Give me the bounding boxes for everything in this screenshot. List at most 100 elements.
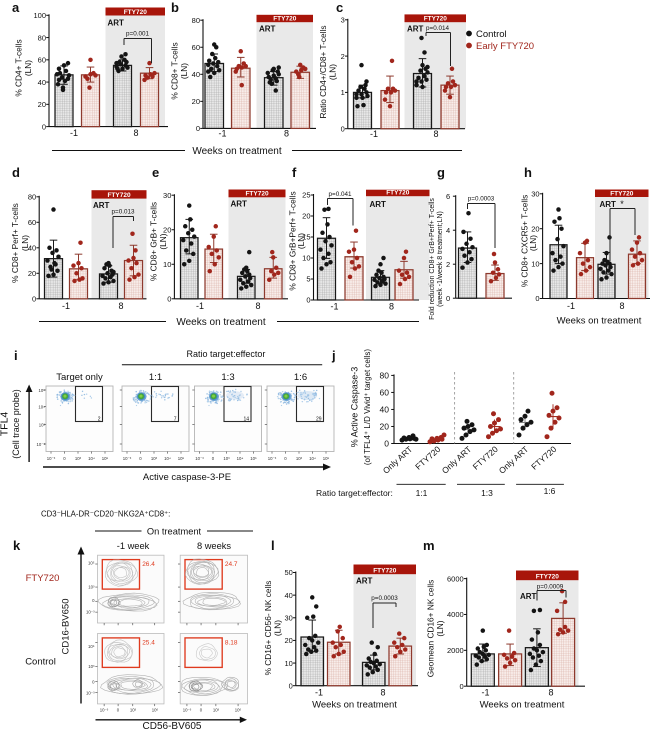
- svg-text:0: 0: [139, 456, 142, 461]
- svg-text:10⁻³: 10⁻³: [37, 442, 46, 447]
- svg-text:0: 0: [63, 456, 66, 461]
- svg-text:2000: 2000: [447, 646, 464, 655]
- svg-text:-1: -1: [481, 688, 489, 698]
- svg-text:80: 80: [192, 16, 200, 25]
- svg-text:25: 25: [302, 191, 310, 200]
- svg-text:24.7: 24.7: [225, 561, 238, 568]
- svg-text:0: 0: [196, 124, 200, 133]
- svg-text:0: 0: [167, 295, 171, 304]
- svg-text:p=0.014: p=0.014: [426, 25, 449, 32]
- svg-text:0: 0: [341, 124, 345, 133]
- svg-text:20: 20: [284, 636, 292, 645]
- svg-text:26.4: 26.4: [142, 561, 155, 568]
- svg-text:8: 8: [389, 302, 394, 312]
- svg-text:CD16-BV650: CD16-BV650: [61, 599, 72, 655]
- svg-text:l: l: [271, 538, 275, 553]
- svg-text:FTY720: FTY720: [386, 190, 410, 197]
- svg-text:p=0.0009: p=0.0009: [537, 584, 564, 591]
- svg-text:10⁴: 10⁴: [38, 405, 45, 410]
- svg-text:1:3: 1:3: [481, 488, 493, 498]
- svg-text:10⁵: 10⁵: [178, 456, 185, 461]
- svg-text:(of TFL4⁺ L/D Vivid⁺ target ce: (of TFL4⁺ L/D Vivid⁺ target cells): [363, 349, 372, 466]
- svg-text:j: j: [331, 348, 336, 363]
- svg-text:g: g: [437, 165, 445, 180]
- svg-text:40: 40: [284, 591, 292, 600]
- svg-text:80: 80: [28, 193, 36, 202]
- svg-text:0: 0: [284, 456, 287, 461]
- svg-text:Weeks on treatment: Weeks on treatment: [192, 146, 282, 157]
- svg-text:-1: -1: [567, 301, 575, 311]
- svg-text:0: 0: [117, 708, 120, 713]
- svg-text:(week -1/week 8 treatment;LN): (week -1/week 8 treatment;LN): [437, 211, 444, 307]
- svg-text:(LN): (LN): [328, 64, 338, 80]
- svg-text:(Cell trace probe): (Cell trace probe): [11, 389, 21, 459]
- svg-text:-1: -1: [70, 128, 78, 138]
- svg-text:30: 30: [531, 190, 539, 199]
- svg-text:0: 0: [92, 598, 95, 603]
- svg-text:FTY720: FTY720: [273, 16, 297, 23]
- svg-text:Weeks on treatment: Weeks on treatment: [312, 700, 397, 711]
- svg-text:(LN): (LN): [20, 235, 30, 251]
- svg-text:ART: ART: [93, 201, 110, 210]
- svg-text:h: h: [524, 165, 532, 180]
- svg-text:% Active Caspase-3: % Active Caspase-3: [350, 367, 360, 448]
- svg-text:8: 8: [380, 688, 385, 698]
- svg-text:2: 2: [98, 416, 101, 422]
- svg-text:FTY720: FTY720: [107, 192, 131, 199]
- svg-text:-1: -1: [62, 301, 70, 311]
- svg-text:(LN): (LN): [528, 235, 538, 251]
- svg-text:% CD4+ T-cells: % CD4+ T-cells: [14, 39, 24, 96]
- svg-text:8: 8: [133, 128, 138, 138]
- svg-text:10³: 10³: [88, 664, 95, 669]
- svg-text:14: 14: [243, 416, 249, 422]
- svg-text:Control: Control: [476, 29, 507, 40]
- svg-text:60: 60: [38, 56, 46, 65]
- svg-text:10⁻³: 10⁻³: [100, 708, 109, 713]
- svg-text:20: 20: [380, 421, 390, 431]
- svg-text:40: 40: [28, 244, 36, 253]
- svg-text:FTY720: FTY720: [26, 573, 60, 584]
- svg-text:10⁶: 10⁶: [235, 708, 242, 713]
- svg-text:10³: 10³: [296, 456, 303, 461]
- svg-text:10: 10: [163, 260, 171, 269]
- svg-text:20: 20: [28, 269, 36, 278]
- svg-text:e: e: [152, 165, 159, 180]
- svg-text:On treatment: On treatment: [147, 527, 202, 537]
- svg-text:(LN): (LN): [273, 620, 283, 636]
- svg-text:% CD8+ CXCR5+ T-cells: % CD8+ CXCR5+ T-cells: [520, 195, 530, 288]
- svg-text:8: 8: [548, 688, 553, 698]
- svg-text:% CD8+ T-cells: % CD8+ T-cells: [170, 42, 180, 99]
- svg-text:0: 0: [535, 294, 539, 303]
- svg-text:8: 8: [284, 129, 289, 139]
- svg-text:-1: -1: [196, 301, 204, 311]
- svg-text:40: 40: [380, 404, 390, 414]
- svg-text:10³: 10³: [75, 456, 82, 461]
- svg-text:7: 7: [174, 416, 177, 422]
- svg-text:1:6: 1:6: [544, 486, 556, 496]
- svg-text:4000: 4000: [447, 610, 464, 619]
- svg-text:29: 29: [316, 416, 322, 422]
- svg-text:p=0.0003: p=0.0003: [468, 196, 495, 203]
- svg-text:0: 0: [446, 294, 450, 303]
- svg-text:10: 10: [284, 659, 292, 668]
- svg-text:8: 8: [255, 301, 260, 311]
- svg-text:ART: ART: [370, 200, 387, 209]
- svg-text:% CD8+ GrB+Perf+ T-cells: % CD8+ GrB+Perf+ T-cells: [288, 191, 298, 290]
- svg-text:8: 8: [619, 301, 624, 311]
- svg-text:6000: 6000: [447, 574, 464, 583]
- svg-text:1:6: 1:6: [294, 372, 307, 383]
- svg-text:20: 20: [302, 212, 310, 221]
- svg-text:-1: -1: [218, 129, 226, 139]
- svg-text:10⁵: 10⁵: [88, 561, 95, 566]
- svg-text:2: 2: [341, 52, 345, 61]
- svg-text:0: 0: [460, 682, 464, 691]
- svg-text:% CD16+ CD56- NK cells: % CD16+ CD56- NK cells: [263, 581, 273, 676]
- svg-text:100: 100: [33, 11, 46, 20]
- svg-text:6: 6: [446, 192, 450, 201]
- svg-text:ART: ART: [407, 25, 424, 34]
- svg-text:0: 0: [384, 438, 389, 448]
- svg-text:0: 0: [32, 295, 36, 304]
- svg-text:k: k: [13, 538, 21, 553]
- svg-text:-1: -1: [315, 688, 323, 698]
- svg-text:Weeks on treatment: Weeks on treatment: [557, 316, 642, 327]
